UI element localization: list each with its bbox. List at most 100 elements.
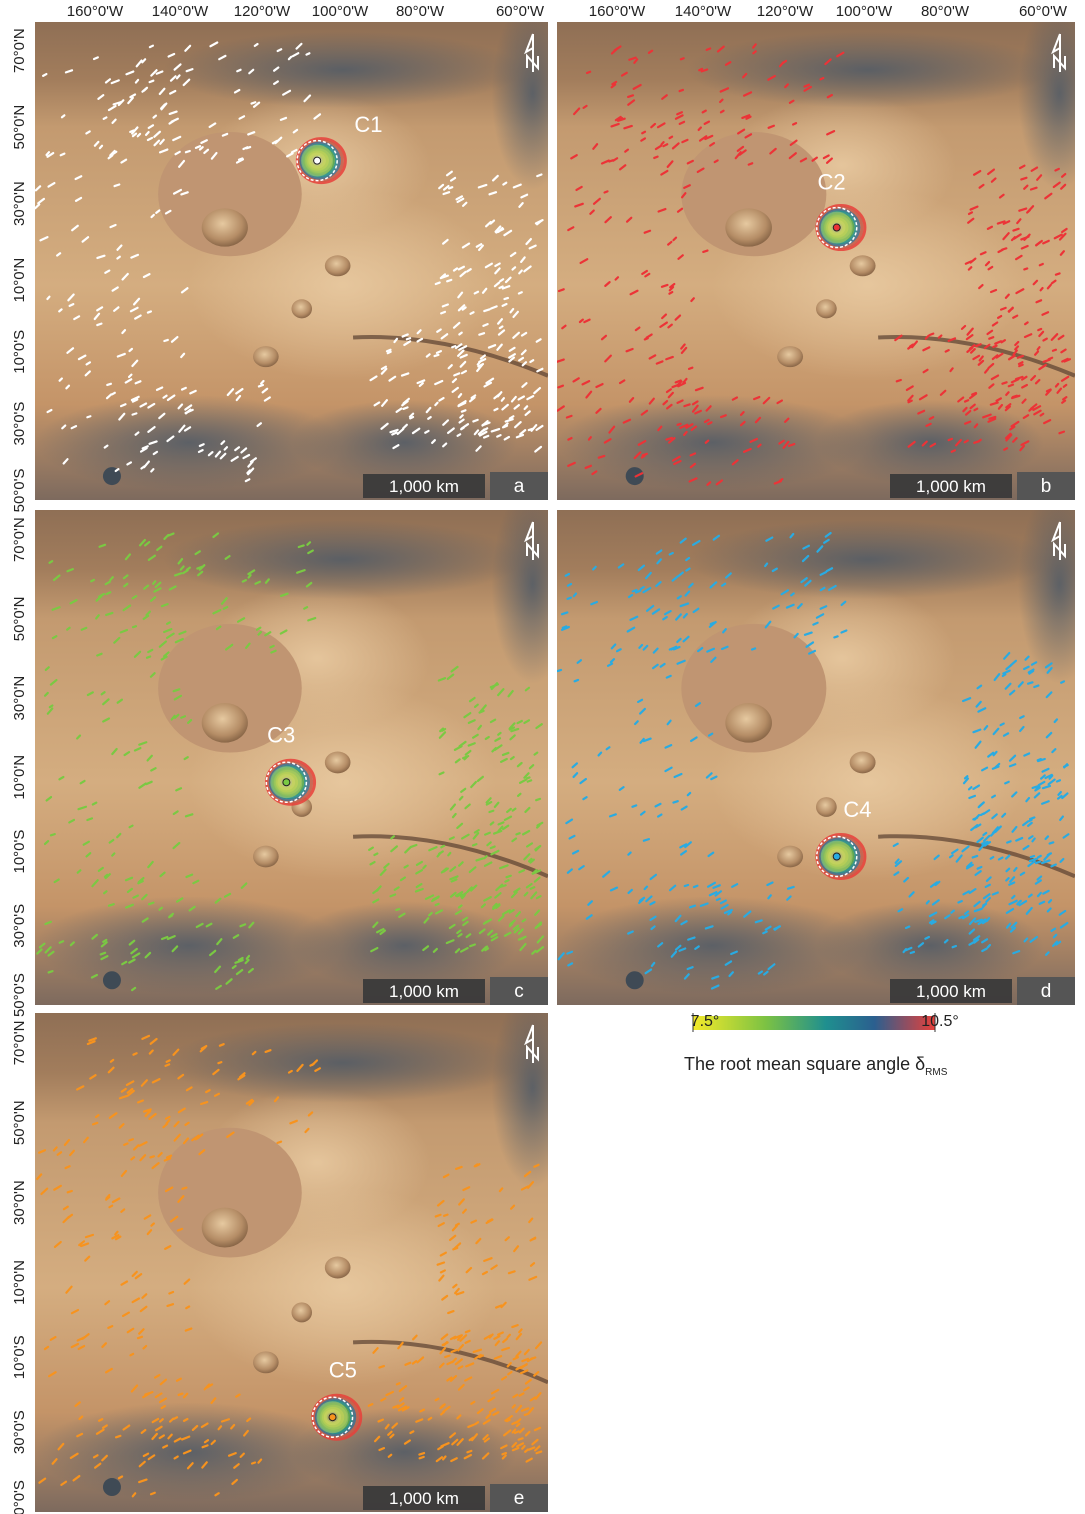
terrain-feature xyxy=(687,520,1050,599)
streak xyxy=(148,1111,150,1113)
panel-letter: b xyxy=(1041,476,1052,497)
terrain-feature xyxy=(253,846,279,868)
streak xyxy=(449,187,452,188)
streak xyxy=(407,338,410,339)
streak xyxy=(410,1431,413,1433)
latitude-label: 30°0'S xyxy=(11,402,28,446)
streak xyxy=(953,946,956,947)
terrain-feature xyxy=(725,703,772,743)
streak xyxy=(68,1191,72,1192)
streak xyxy=(445,1356,449,1357)
streak xyxy=(965,400,968,401)
streak xyxy=(516,833,519,834)
terrain-feature xyxy=(202,208,248,246)
streak xyxy=(397,1383,400,1384)
streak xyxy=(133,1053,136,1054)
streak xyxy=(186,151,190,152)
panel-letter: a xyxy=(514,476,525,497)
streak xyxy=(758,445,760,447)
streak xyxy=(500,326,503,328)
streak xyxy=(992,796,995,798)
crater xyxy=(626,971,644,989)
streak xyxy=(632,805,636,806)
streak xyxy=(1059,432,1064,434)
streak xyxy=(1040,264,1043,265)
streak xyxy=(111,1060,113,1062)
streak xyxy=(654,157,657,158)
terrain: C41,000 kmd xyxy=(557,485,1085,1005)
streak xyxy=(1041,288,1043,290)
terrain-feature xyxy=(292,299,313,318)
streak xyxy=(117,257,119,259)
terrain-feature xyxy=(202,1208,248,1248)
colorbar: 7.5° 10.5° The root mean square angle δR… xyxy=(684,1013,959,1078)
scale-bar-label: 1,000 km xyxy=(916,477,986,496)
streak xyxy=(642,456,645,458)
streak xyxy=(500,885,505,887)
streak xyxy=(1007,841,1010,842)
streak xyxy=(680,90,683,91)
streak xyxy=(49,971,53,972)
streak xyxy=(1028,682,1032,683)
streak xyxy=(519,1438,523,1439)
streak xyxy=(458,434,461,435)
streak xyxy=(179,1394,183,1395)
streak xyxy=(255,44,258,46)
streak xyxy=(633,590,637,591)
streak xyxy=(1064,385,1067,387)
streak xyxy=(1036,862,1040,863)
streak xyxy=(436,904,439,905)
pole-label: C5 xyxy=(329,1357,357,1382)
terrain-feature xyxy=(816,400,1044,486)
streak xyxy=(133,626,136,627)
streak xyxy=(50,706,53,708)
streak xyxy=(973,856,978,857)
streak xyxy=(558,670,561,671)
streak xyxy=(670,553,673,554)
streak xyxy=(249,575,251,577)
streak xyxy=(112,393,115,395)
terrain-feature xyxy=(777,346,803,367)
map-panel: C11,000 kma xyxy=(35,0,574,500)
streak xyxy=(166,1117,169,1119)
streak xyxy=(1025,322,1028,324)
streak xyxy=(525,1414,528,1415)
terrain-feature xyxy=(202,703,248,743)
streak xyxy=(497,435,500,436)
streak xyxy=(480,711,484,713)
streak xyxy=(1057,780,1060,781)
streak xyxy=(703,251,707,252)
streak xyxy=(150,81,154,82)
streak xyxy=(589,437,591,439)
streak xyxy=(566,574,569,576)
longitude-label: 60°0'W xyxy=(496,3,545,20)
streak xyxy=(130,1354,133,1355)
streak xyxy=(897,380,901,381)
streak xyxy=(442,729,445,731)
streak xyxy=(304,607,307,609)
latitude-label: 70°0'N xyxy=(11,517,28,562)
streak xyxy=(527,777,530,778)
streak xyxy=(930,334,933,335)
streak xyxy=(694,886,698,887)
colorbar-max: 10.5° xyxy=(921,1013,959,1030)
terrain-feature xyxy=(163,1023,522,1103)
streak xyxy=(981,921,984,923)
streak xyxy=(420,1457,424,1458)
terrain: C31,000 kmc xyxy=(35,485,574,1005)
latitude-label: 30°0'N xyxy=(11,676,28,721)
streak xyxy=(1050,842,1054,843)
streak xyxy=(151,1493,155,1495)
streak xyxy=(310,1064,313,1066)
scale-bar-label: 1,000 km xyxy=(389,477,459,496)
panel-letter: d xyxy=(1041,981,1052,1002)
terrain-feature xyxy=(253,346,279,367)
terrain-feature xyxy=(816,901,1044,990)
streak xyxy=(252,1463,255,1464)
colorbar-ramp xyxy=(693,1016,935,1030)
streak xyxy=(690,906,695,908)
latitude-label: 50°0'S xyxy=(11,1480,28,1514)
streak xyxy=(515,1431,519,1433)
streak xyxy=(471,312,474,314)
pole xyxy=(314,157,321,164)
